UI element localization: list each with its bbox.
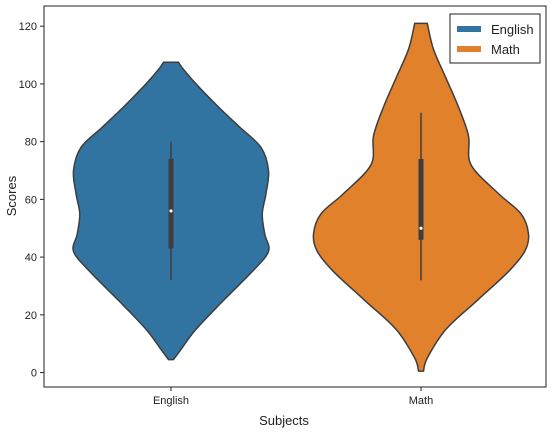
- legend-label: Math: [491, 42, 520, 57]
- iqr-box-english: [168, 158, 174, 249]
- y-tick-label: 80: [25, 137, 37, 149]
- y-tick-label: 40: [25, 252, 37, 264]
- y-tick-label: 0: [31, 368, 37, 380]
- y-tick-label: 100: [19, 79, 37, 91]
- legend-frame: [449, 13, 541, 64]
- median-marker-math: [419, 226, 423, 230]
- legend-swatch: [457, 26, 481, 32]
- y-tick-label: 20: [25, 310, 37, 322]
- x-axis-title: Subjects: [259, 413, 309, 428]
- y-tick-label: 60: [25, 194, 37, 206]
- y-axis-title: Scores: [4, 175, 19, 216]
- x-tick-label: English: [153, 395, 189, 407]
- legend-label: English: [491, 22, 534, 37]
- violins-group: [72, 22, 530, 372]
- y-axis: 0 20 40 60 80 100 120: [19, 21, 44, 380]
- y-tick-label: 120: [19, 21, 37, 33]
- x-axis: English Math: [153, 387, 433, 407]
- median-marker-english: [169, 209, 173, 213]
- legend-swatch: [457, 46, 481, 52]
- plot-frame: [43, 5, 547, 388]
- legend: English Math: [449, 13, 541, 64]
- legend-items: English Math: [457, 22, 534, 57]
- x-tick-label: Math: [409, 395, 433, 407]
- iqr-box-math: [418, 158, 424, 240]
